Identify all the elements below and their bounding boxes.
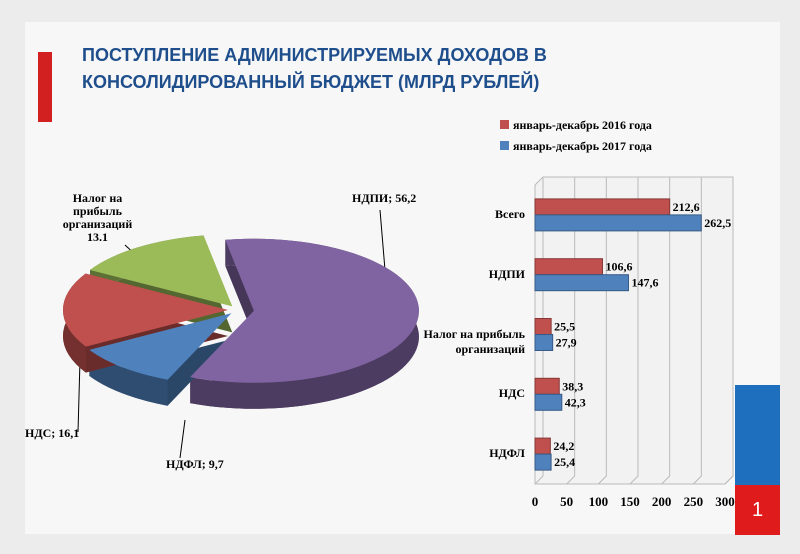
y-tick-label: Налог на прибыль организаций (423, 326, 525, 356)
pie-slice (63, 273, 229, 347)
pie-slice (190, 238, 419, 383)
legend-label: январь-декабрь 2016 года (513, 118, 652, 132)
leader (379, 209, 386, 271)
value-label: 25,4 (554, 455, 575, 469)
bar (534, 318, 552, 335)
pie-slice (89, 235, 233, 307)
pie-label: НДФЛ; 9,7 (166, 457, 224, 471)
slide-number: 1 (751, 499, 764, 521)
legend-swatch (500, 141, 509, 150)
bar (534, 377, 560, 395)
bar (534, 437, 551, 455)
accent-blue (735, 385, 780, 485)
slide-title: ПОСТУПЛЕНИЕ АДМИНИСТРИРУЕМЫХ ДОХОДОВ В К… (82, 45, 547, 92)
value-label: 262,5 (704, 216, 731, 230)
y-tick-label: Всего (495, 206, 525, 221)
value-label: 38,3 (562, 379, 583, 393)
y-tick-label: НДФЛ (489, 446, 525, 461)
value-label: 42,3 (565, 395, 586, 409)
x-tick-label: 0 (532, 494, 539, 509)
bar (534, 198, 671, 216)
x-tick-label: 50 (560, 494, 573, 509)
value-label: 212,6 (673, 200, 700, 214)
bar (534, 274, 629, 292)
accent-red (735, 485, 780, 535)
value-label: 106,6 (606, 260, 633, 274)
pie-label: Налог на прибыль организаций 13.1 (62, 191, 133, 244)
grid-line (724, 177, 734, 485)
bar (534, 214, 702, 232)
grid-line (661, 177, 671, 485)
x-tick-label: 150 (620, 494, 640, 509)
leader (77, 359, 81, 433)
value-label: 24,2 (553, 439, 574, 453)
pie-label: НДС; 16,1 (25, 426, 80, 440)
x-tick-label: 200 (652, 494, 672, 509)
legend-label: январь-декабрь 2017 года (513, 139, 652, 153)
x-tick-label: 100 (589, 494, 609, 509)
pie-label: НДПИ; 56,2 (352, 191, 417, 205)
x-tick-label: 250 (684, 494, 704, 509)
y-tick-label: НДПИ (488, 266, 525, 281)
accent-bar (38, 52, 52, 122)
value-label: 27,9 (556, 336, 577, 350)
bar (534, 453, 552, 471)
value-label: 25,5 (554, 320, 575, 334)
pie-slice (89, 313, 232, 380)
grid-line (692, 177, 702, 485)
y-tick-label: НДС (498, 386, 525, 401)
x-tick-label: 300 (715, 494, 735, 509)
value-label: 147,6 (631, 276, 658, 290)
leader (179, 419, 186, 459)
bar (534, 334, 554, 351)
legend-swatch (500, 120, 509, 129)
grid-line (629, 177, 639, 485)
bar (534, 258, 604, 276)
bar (534, 393, 563, 411)
